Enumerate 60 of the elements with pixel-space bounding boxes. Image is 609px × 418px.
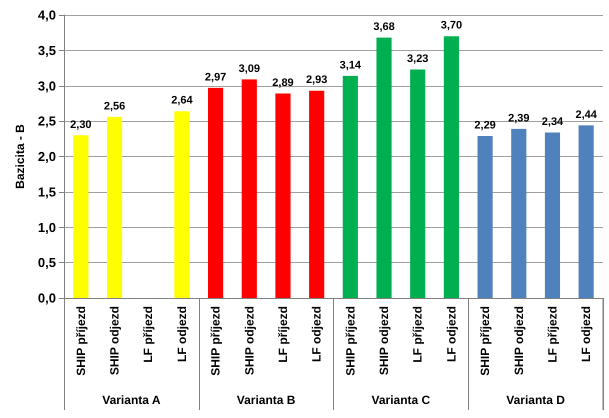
x-tick-label: SHIP odjezd bbox=[377, 306, 392, 376]
data-label: 2,29 bbox=[474, 119, 496, 132]
x-tick-label: SHIP odjezd bbox=[512, 306, 526, 376]
x-tick-label: LF příjezd bbox=[410, 306, 425, 363]
bar bbox=[410, 69, 426, 298]
text: Varianta B bbox=[236, 393, 296, 407]
data-label: 2,44 bbox=[575, 108, 598, 121]
y-tick-label: 3,5 bbox=[38, 42, 56, 58]
bar bbox=[309, 90, 324, 298]
bar bbox=[174, 111, 190, 298]
y-tick-label: 2,0 bbox=[38, 149, 56, 164]
data-label: 2,64 bbox=[171, 94, 194, 107]
bar bbox=[73, 135, 88, 298]
bar bbox=[376, 38, 392, 298]
bar bbox=[444, 36, 459, 298]
y-tick-label: 1,0 bbox=[38, 220, 56, 235]
x-tick-label: SHIP odjezd bbox=[108, 306, 122, 376]
y-axis-title: Bazicita - B bbox=[13, 124, 27, 189]
y-tick-label: 1,5 bbox=[38, 184, 56, 200]
data-label: 3,68 bbox=[373, 21, 395, 34]
bar bbox=[275, 94, 291, 298]
data-label: 3,14 bbox=[340, 59, 362, 72]
data-label: 2,34 bbox=[542, 116, 564, 128]
bar bbox=[511, 128, 526, 298]
data-label: 2,30 bbox=[70, 118, 92, 131]
x-tick-label: LF příjezd bbox=[141, 306, 156, 363]
bar bbox=[208, 88, 224, 298]
x-tick-label: LF odjezd bbox=[310, 306, 324, 362]
data-label: 2,39 bbox=[508, 112, 530, 124]
x-tick-label: SHIP příjezd bbox=[343, 306, 358, 376]
bar bbox=[342, 76, 358, 298]
x-tick-label: LF odjezd bbox=[444, 306, 458, 362]
x-tick-label: SHIP příjezd bbox=[74, 306, 88, 376]
data-label: 2,56 bbox=[104, 100, 126, 112]
x-tick-label: SHIP příjezd bbox=[478, 306, 492, 376]
x-tick-label: SHIP příjezd bbox=[208, 306, 223, 376]
data-label: 2,93 bbox=[306, 74, 328, 86]
bar bbox=[478, 136, 493, 298]
x-tick-label: LF odjezd bbox=[174, 306, 189, 362]
data-label: 3,70 bbox=[440, 20, 462, 32]
data-label: 2,89 bbox=[272, 77, 294, 90]
bar bbox=[578, 125, 594, 298]
y-tick-label: 4,0 bbox=[38, 8, 56, 22]
x-tick-label: SHIP odjezd bbox=[242, 306, 256, 376]
y-tick-label: 3,0 bbox=[38, 78, 56, 94]
data-label: 3,23 bbox=[407, 52, 428, 65]
text: Varianta D bbox=[506, 393, 566, 407]
y-tick-label: 0,5 bbox=[38, 255, 56, 270]
x-tick-label: LF odjezd bbox=[579, 306, 594, 362]
data-label: 2,97 bbox=[204, 71, 226, 84]
y-tick-label: 0,0 bbox=[38, 290, 56, 306]
x-tick-label: LF příjezd bbox=[276, 306, 290, 363]
bar bbox=[242, 79, 257, 298]
text: Varianta A bbox=[102, 393, 161, 407]
bar bbox=[544, 132, 560, 298]
bar bbox=[106, 116, 122, 298]
x-tick-label: LF příjezd bbox=[545, 306, 560, 363]
data-label: 3,09 bbox=[238, 62, 260, 75]
y-tick-label: 2,5 bbox=[38, 114, 56, 129]
text: Varianta C bbox=[372, 393, 431, 407]
